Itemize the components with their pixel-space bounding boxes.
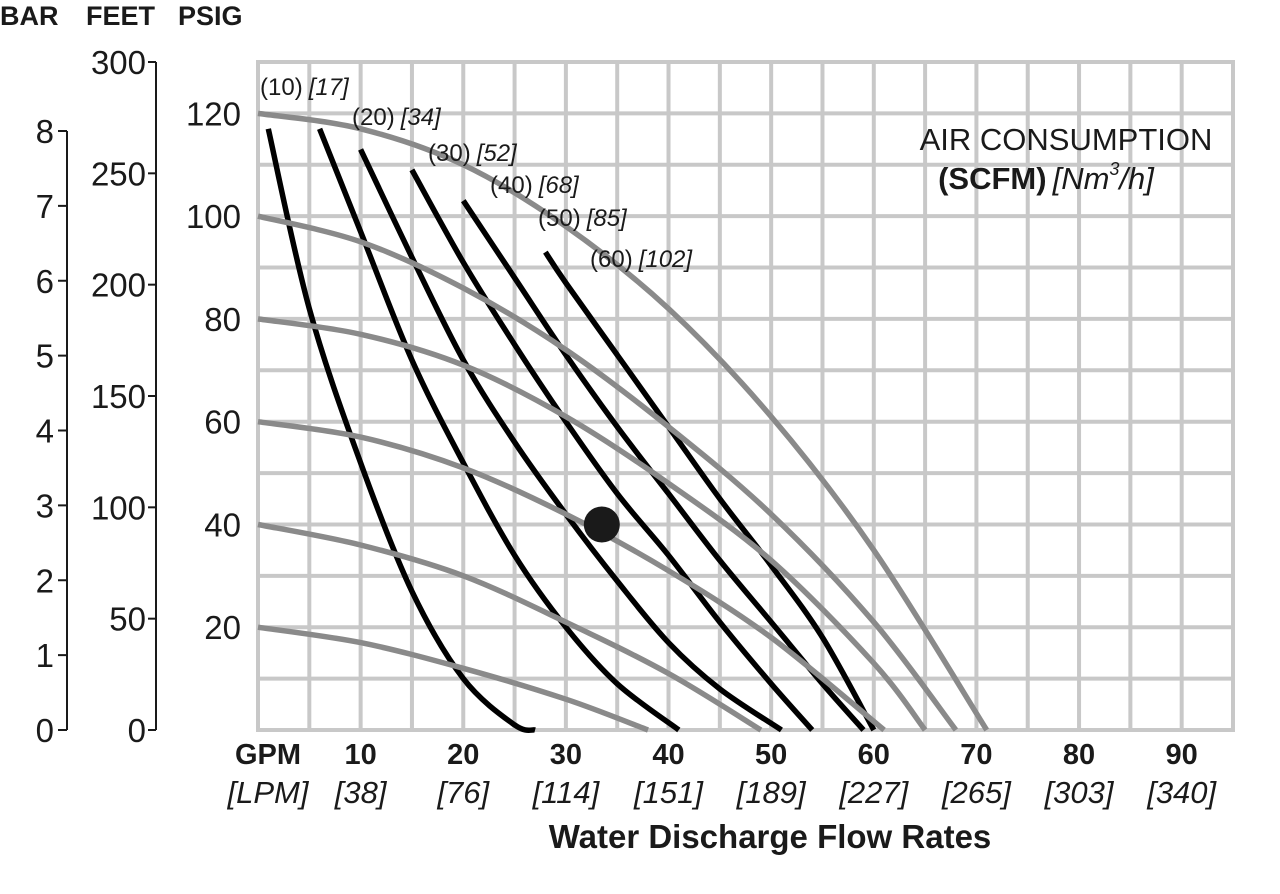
bar-tick-label: 3: [36, 487, 54, 524]
x-tick-label-alt: [227]: [838, 775, 909, 810]
air-consumption-nm3h: [34]: [400, 104, 442, 131]
psig-tick-label: 100: [186, 198, 241, 235]
air-consumption-label: (50) [85]: [538, 205, 628, 232]
x-tick-label: 80: [1063, 739, 1095, 771]
psig-tick-label: 40: [204, 506, 241, 543]
air-consumption-label: (20) [34]: [352, 104, 442, 131]
x-tick-label: 10: [344, 739, 376, 771]
bar-tick-label: 8: [36, 113, 54, 150]
x-unit-label-alt: [LPM]: [227, 775, 310, 810]
bar-tick-label: 5: [36, 338, 54, 375]
air-pressure-curve: [257, 418, 886, 733]
feet-tick-label: 150: [91, 378, 146, 415]
feet-tick-label: 250: [91, 155, 146, 192]
x-tick-label-alt: [265]: [941, 775, 1012, 810]
x-tick-label: 70: [960, 739, 992, 771]
air-consumption-curve: [265, 128, 536, 734]
bar-tick-label: 6: [36, 263, 54, 300]
feet-tick-label: 0: [128, 712, 146, 749]
psig-tick-label: 120: [186, 95, 241, 132]
air-consumption-scfm: (60): [590, 246, 633, 273]
bar-tick-label: 7: [36, 188, 54, 225]
axis-header-psig: PSIG: [178, 1, 243, 31]
air-consumption-curve: [461, 199, 866, 732]
x-tick-label: 20: [447, 739, 479, 771]
x-unit-label: GPM: [235, 739, 301, 771]
air-consumption-curve: [543, 250, 877, 732]
feet-tick-label: 200: [91, 267, 146, 304]
x-tick-label-alt: [340]: [1146, 775, 1217, 810]
chart-labels: (10) [17](20) [34] (30) [52] (40) [68] (50) [85]…: [260, 74, 693, 273]
x-tick-label: 30: [550, 739, 582, 771]
x-tick-label: 50: [755, 739, 787, 771]
operating-point-marker: [583, 506, 620, 543]
air-consumption-label: (60) [102]: [590, 246, 693, 273]
x-tick-label: 60: [858, 739, 890, 771]
axis-header-bar: BAR: [0, 1, 59, 31]
air-pressure-curve: [257, 521, 763, 733]
psig-tick-label: 80: [204, 301, 241, 338]
psig-tick-label: 60: [204, 404, 241, 441]
chart-axes: 20 40 60 80 100 120 0 50 100 150 200 250 300 0 1 2 3 4 5 6 7…: [36, 44, 1218, 810]
feet-tick-label: 50: [109, 601, 146, 638]
x-tick-label-alt: [114]: [532, 775, 601, 810]
air-consumption-curve: [317, 127, 681, 733]
legend-units-bold: (SCFM): [938, 161, 1046, 196]
axis-header-feet: FEET: [86, 1, 156, 31]
air-consumption-nm3h: [17]: [308, 74, 350, 101]
x-tick-label-alt: [303]: [1044, 775, 1115, 810]
x-tick-label-alt: [189]: [736, 775, 807, 810]
air-consumption-label: (40) [68]: [490, 172, 580, 199]
bar-tick-label: 0: [36, 712, 54, 749]
air-consumption-scfm: (20): [352, 104, 395, 131]
air-consumption-scfm: (30): [428, 140, 471, 167]
legend-units-alt: [Nm: [1052, 161, 1110, 196]
air-consumption-scfm: (50): [538, 205, 581, 232]
legend-units-end: /h]: [1117, 161, 1155, 196]
feet-tick-label: 300: [91, 44, 146, 81]
x-tick-label-alt: [76]: [436, 775, 490, 810]
air-consumption-nm3h: [52]: [476, 140, 518, 167]
air-consumption-scfm: (40): [490, 172, 533, 199]
chart-series: [257, 110, 990, 734]
air-consumption-scfm: (10): [260, 74, 303, 101]
air-consumption-label: (30) [52]: [428, 140, 518, 167]
air-pressure-curve: [257, 110, 990, 732]
air-pressure-curve: [257, 213, 959, 732]
air-consumption-nm3h: [102]: [638, 246, 694, 273]
legend-units-sup: 3: [1109, 159, 1119, 179]
x-tick-label-alt: [38]: [334, 775, 388, 810]
air-pressure-curve: [257, 624, 649, 733]
psig-tick-label: 20: [204, 609, 241, 646]
air-consumption-curve: [409, 168, 815, 732]
feet-tick-label: 100: [91, 489, 146, 526]
legend-title: AIR CONSUMPTION: [920, 122, 1213, 157]
x-tick-label: 90: [1166, 739, 1198, 771]
x-axis-title: Water Discharge Flow Rates: [549, 818, 992, 855]
air-consumption-nm3h: [85]: [586, 205, 628, 232]
air-consumption-curve: [358, 148, 783, 733]
plot-frame: [256, 60, 1235, 732]
bar-tick-label: 4: [36, 413, 54, 450]
legend-units: (SCFM) [Nm3/h]: [938, 159, 1155, 196]
x-tick-label-alt: [151]: [633, 775, 704, 810]
air-pressure-curve: [257, 316, 928, 732]
bar-tick-label: 2: [36, 562, 54, 599]
air-consumption-nm3h: [68]: [538, 172, 580, 199]
air-consumption-label: (10) [17]: [260, 74, 350, 101]
x-tick-label: 40: [652, 739, 684, 771]
bar-tick-label: 1: [36, 637, 54, 674]
